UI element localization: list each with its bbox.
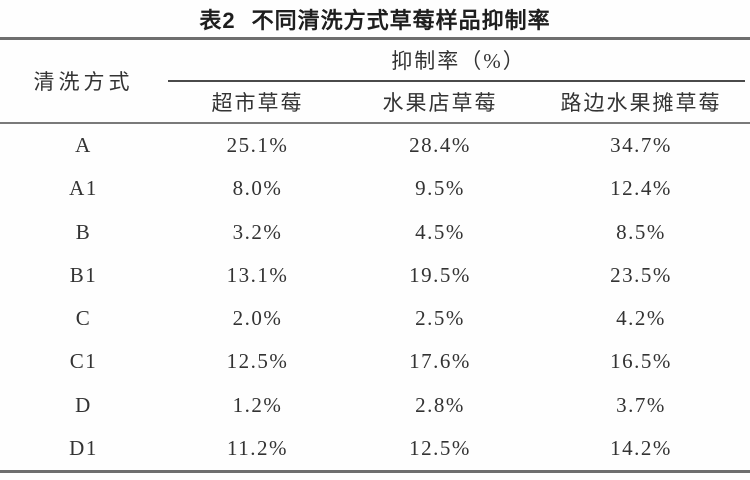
table-row-b1: B1 13.1% 19.5% 23.5% bbox=[0, 254, 750, 297]
column-header-roadside-stand: 路边水果摊草莓 bbox=[560, 91, 722, 115]
top-rule bbox=[0, 37, 750, 40]
column-header-supermarket: 超市草莓 bbox=[211, 91, 304, 115]
value-cell: 25.1% bbox=[226, 133, 289, 158]
value-cell: 3.2% bbox=[232, 219, 283, 244]
value-cell: 1.2% bbox=[232, 392, 283, 417]
method-cell: D1 bbox=[69, 435, 98, 460]
value-cell: 2.5% bbox=[415, 306, 465, 331]
value-cell: 16.5% bbox=[610, 349, 672, 374]
table-header: 清洗方式 抑制率（%） 超市草莓 水果店草莓 路边水果摊草莓 bbox=[0, 40, 750, 122]
table-row-c: C 2.0% 2.5% 4.2% bbox=[0, 297, 750, 340]
value-cell: 12.4% bbox=[610, 176, 672, 201]
value-cell: 34.7% bbox=[610, 133, 672, 158]
header-bottom-rule bbox=[0, 122, 750, 124]
method-cell: B bbox=[75, 219, 92, 244]
method-cell: B1 bbox=[69, 262, 98, 287]
method-cell: D bbox=[75, 392, 92, 417]
table-row-b: B 3.2% 4.5% 8.5% bbox=[0, 211, 750, 254]
value-cell: 9.5% bbox=[415, 176, 465, 201]
table-row-c1: C1 12.5% 17.6% 16.5% bbox=[0, 340, 750, 383]
value-cell: 4.5% bbox=[415, 219, 465, 244]
value-cell: 4.2% bbox=[616, 306, 666, 331]
method-cell: C1 bbox=[69, 349, 98, 374]
value-cell: 14.2% bbox=[610, 435, 672, 460]
value-cell: 12.5% bbox=[409, 435, 471, 460]
table-row-a: A 25.1% 28.4% 34.7% bbox=[0, 124, 750, 167]
sub-header-row: 超市草莓 水果店草莓 路边水果摊草莓 bbox=[167, 82, 750, 122]
method-cell: C bbox=[75, 306, 92, 331]
value-cell: 19.5% bbox=[409, 262, 471, 287]
table-number: 表2 bbox=[199, 7, 236, 33]
table-row-d1: D1 11.2% 12.5% 14.2% bbox=[0, 427, 750, 470]
bottom-rule bbox=[0, 470, 750, 473]
value-cell: 2.8% bbox=[415, 392, 465, 417]
table-row-d: D 1.2% 2.8% 3.7% bbox=[0, 384, 750, 427]
value-cell: 3.7% bbox=[616, 392, 666, 417]
value-cell: 11.2% bbox=[227, 435, 288, 460]
table-body: A 25.1% 28.4% 34.7% A1 8.0% 9.5% 12.4% B… bbox=[0, 124, 750, 470]
group-underline-rule bbox=[168, 80, 745, 82]
value-cell: 13.1% bbox=[226, 262, 289, 287]
value-cell: 28.4% bbox=[409, 133, 471, 158]
value-cell: 23.5% bbox=[610, 262, 672, 287]
value-cell: 17.6% bbox=[409, 349, 471, 374]
value-cell: 8.5% bbox=[616, 219, 666, 244]
method-cell: A bbox=[75, 133, 92, 158]
header-group-area: 抑制率（%） 超市草莓 水果店草莓 路边水果摊草莓 bbox=[167, 40, 750, 122]
table-title: 表2 不同清洗方式草莓样品抑制率 bbox=[0, 0, 750, 37]
column-group-header-inhibition-rate: 抑制率（%） bbox=[391, 49, 526, 73]
value-cell: 12.5% bbox=[226, 349, 289, 374]
value-cell: 2.0% bbox=[232, 306, 283, 331]
column-header-method: 清洗方式 bbox=[33, 70, 134, 94]
table-caption: 不同清洗方式草莓样品抑制率 bbox=[251, 7, 551, 33]
column-header-fruit-shop: 水果店草莓 bbox=[382, 91, 498, 115]
value-cell: 8.0% bbox=[232, 176, 283, 201]
table-row-a1: A1 8.0% 9.5% 12.4% bbox=[0, 167, 750, 210]
method-cell: A1 bbox=[69, 176, 98, 201]
